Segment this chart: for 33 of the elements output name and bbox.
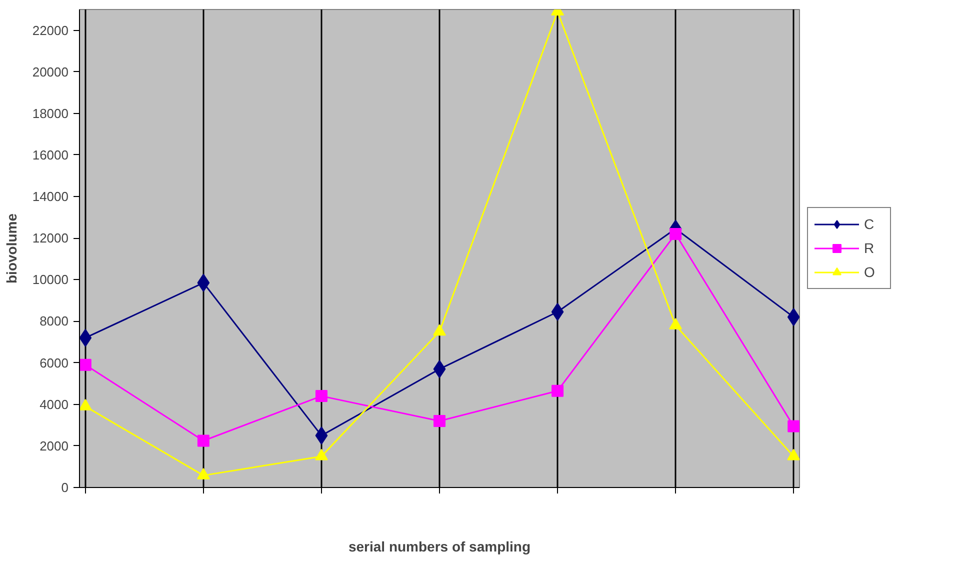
legend-label: O	[864, 264, 876, 280]
x-axis-title: serial numbers of sampling	[348, 538, 531, 554]
point	[433, 360, 446, 378]
point	[787, 448, 800, 460]
y-tick-label: 18000	[32, 106, 69, 121]
point	[314, 448, 328, 460]
point	[197, 434, 210, 447]
y-tick-label: 22000	[32, 22, 69, 38]
y-tick-label: 6000	[40, 355, 68, 370]
point	[670, 228, 682, 240]
point	[315, 390, 328, 402]
legend-label: C	[864, 216, 876, 232]
y-axis-title: biovolume	[3, 213, 20, 284]
legend-label: R	[864, 240, 876, 256]
point	[433, 324, 446, 336]
y-tick-label: 12000	[32, 230, 69, 246]
point	[551, 302, 564, 321]
y-tick-label: 2000	[40, 438, 68, 454]
y-tick-label: 16000	[32, 147, 69, 162]
y-tick-label: 20000	[32, 64, 69, 80]
y-tick-label: 8000	[40, 314, 68, 329]
point	[197, 274, 210, 292]
y-tick-label: 14000	[32, 189, 69, 204]
point	[552, 384, 564, 397]
point	[80, 399, 92, 410]
point	[788, 420, 800, 432]
point	[80, 358, 92, 371]
y-tick-label: 10000	[32, 272, 69, 288]
y-tick-label: 0	[61, 480, 69, 495]
point	[196, 468, 210, 480]
y-tick-label: 4000	[40, 396, 68, 412]
point	[315, 426, 328, 445]
point	[434, 414, 446, 427]
